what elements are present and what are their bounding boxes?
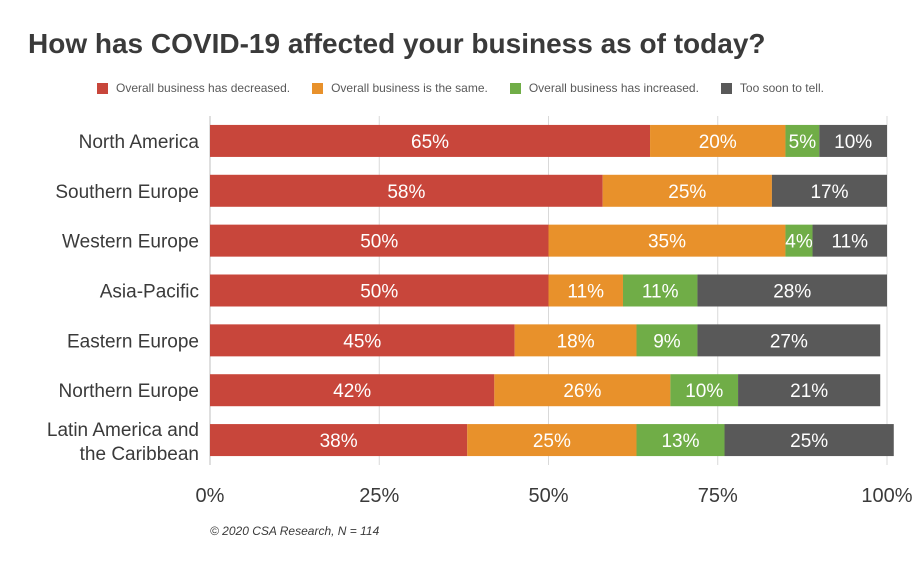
- data-label: 5%: [789, 132, 817, 153]
- legend-swatch: [720, 82, 732, 94]
- bar-segment: [548, 224, 786, 257]
- bar-segment: [548, 274, 623, 307]
- data-label: 25%: [668, 182, 706, 203]
- bar-segment: [210, 324, 515, 357]
- bar-segment: [697, 324, 881, 357]
- data-label: 28%: [773, 282, 811, 303]
- x-tick-label: 0%: [196, 485, 225, 507]
- data-label: 27%: [770, 331, 808, 352]
- bar-segment: [210, 124, 651, 157]
- data-label: 38%: [320, 431, 358, 452]
- data-label: 26%: [563, 381, 601, 402]
- data-label: 20%: [699, 132, 737, 153]
- bar-segment: [602, 174, 772, 207]
- data-label: 10%: [834, 132, 872, 153]
- bar-segment: [771, 174, 887, 207]
- legend-swatch: [97, 82, 108, 94]
- data-label: 13%: [661, 431, 699, 452]
- bar-segment: [738, 374, 881, 407]
- legend-swatch: [509, 82, 521, 94]
- data-label: 50%: [360, 232, 398, 253]
- bar-segment: [636, 324, 698, 357]
- bar-segment: [494, 374, 671, 407]
- data-label: 58%: [387, 182, 425, 203]
- bar-segment: [650, 124, 786, 157]
- legend-swatch: [312, 82, 324, 94]
- category-label: North America: [79, 132, 200, 153]
- x-tick-label: 100%: [861, 485, 912, 507]
- data-label: 42%: [333, 381, 371, 402]
- data-label: 65%: [411, 132, 449, 153]
- legend-item: Overall business has decreased.: [97, 81, 290, 95]
- bar-segment: [697, 274, 887, 307]
- data-label: 11%: [831, 232, 868, 253]
- bar-segment: [724, 424, 894, 457]
- bar-segment: [467, 424, 637, 457]
- bar-segment: [670, 374, 739, 407]
- legend-label: Overall business has increased.: [528, 81, 699, 95]
- bar-segment: [210, 224, 549, 257]
- category-label: Northern Europe: [59, 381, 199, 402]
- bar-segment: [636, 424, 725, 457]
- data-label: 25%: [790, 431, 828, 452]
- bar-segment: [819, 124, 887, 157]
- legend-label: Overall business is the same.: [331, 81, 488, 95]
- bar-segment: [210, 274, 549, 307]
- data-label: 45%: [343, 331, 381, 352]
- legend-item: Overall business has increased.: [509, 81, 699, 95]
- category-label: Western Europe: [62, 232, 199, 253]
- bar-segment: [210, 374, 495, 407]
- x-tick-label: 75%: [698, 485, 738, 507]
- data-label: 10%: [685, 381, 723, 402]
- bar-segment: [785, 124, 820, 157]
- category-label: Eastern Europe: [67, 331, 199, 352]
- category-label: Asia-Pacific: [100, 282, 199, 303]
- bar-segment: [785, 224, 813, 257]
- data-label: 9%: [653, 331, 681, 352]
- data-label: 4%: [785, 232, 813, 253]
- data-label: 35%: [648, 232, 686, 253]
- bar-segment: [812, 224, 887, 257]
- legend: Overall business has decreased. Overall b…: [97, 81, 846, 95]
- bar-segment: [210, 424, 468, 457]
- bar-segment: [210, 174, 603, 207]
- bar-segment: [514, 324, 637, 357]
- legend-item: Overall business is the same.: [312, 81, 488, 95]
- legend-item: Too soon to tell.: [720, 81, 824, 95]
- category-label: Southern Europe: [55, 182, 199, 203]
- bar-segment: [622, 274, 698, 307]
- data-label: 11%: [642, 282, 679, 303]
- chart-title: How has COVID-19 affected your business …: [28, 28, 766, 59]
- footnote: © 2020 CSA Research, N = 114: [210, 524, 380, 538]
- data-label: 50%: [360, 282, 398, 303]
- data-label: 17%: [810, 182, 848, 203]
- data-label: 18%: [557, 331, 595, 352]
- legend-label: Overall business has decreased.: [116, 81, 291, 95]
- data-label: 21%: [790, 381, 828, 402]
- x-tick-label: 25%: [359, 485, 399, 507]
- data-label: 25%: [533, 431, 571, 452]
- category-label: Latin America and the Caribbean: [47, 420, 199, 465]
- data-label: 11%: [567, 282, 604, 303]
- legend-label: Too soon to tell.: [739, 81, 824, 95]
- x-tick-label: 50%: [528, 485, 568, 507]
